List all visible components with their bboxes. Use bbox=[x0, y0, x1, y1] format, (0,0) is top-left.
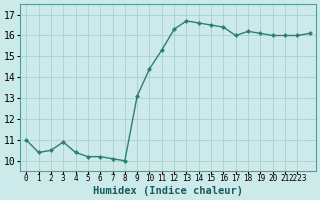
X-axis label: Humidex (Indice chaleur): Humidex (Indice chaleur) bbox=[93, 186, 243, 196]
